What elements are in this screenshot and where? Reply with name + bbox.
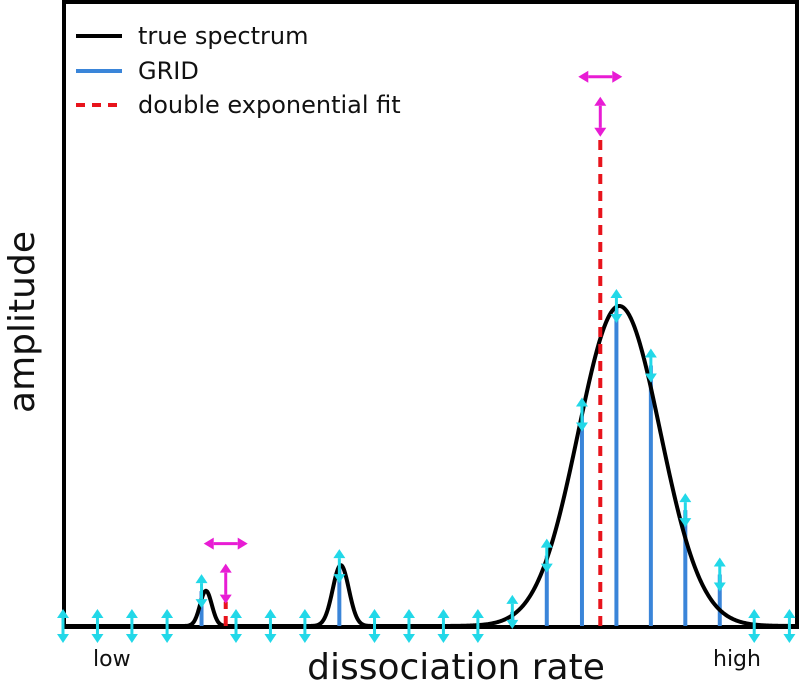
grid-amplitude-arrow-head-up — [125, 609, 138, 618]
grid-amplitude-arrow-head-down — [540, 563, 553, 573]
grid-amplitude-arrow-head-down — [125, 634, 138, 643]
fit-amplitude-arrow-head-up — [594, 96, 607, 106]
grid-amplitude-arrow-head-down — [783, 634, 796, 643]
grid-amplitude-arrow-head-down — [298, 634, 311, 643]
fit-amplitude-arrow-head-down — [594, 127, 607, 137]
grid-amplitude-arrow-head-up — [91, 609, 104, 618]
legend: true spectrum GRID double exponential fi… — [76, 22, 401, 119]
grid-amplitude-arrow-head-down — [679, 518, 692, 528]
grid-amplitude-arrow-head-up — [437, 609, 450, 618]
fit-rate-arrow-head-right — [612, 70, 623, 83]
grid-amplitude-arrow-head-up — [748, 609, 761, 618]
plot-content — [57, 70, 798, 643]
grid-amplitude-arrow-head-down — [195, 599, 208, 609]
grid-amplitude-arrow-head-down — [161, 634, 174, 643]
grid-amplitude-arrow-head-down — [333, 574, 346, 584]
grid-amplitude-arrow-head-down — [57, 634, 69, 643]
grid-amplitude-arrow-head-up — [783, 609, 796, 618]
grid-amplitude-arrow-head-down — [402, 634, 415, 643]
grid-amplitude-arrow-head-up — [333, 549, 346, 559]
x-axis-label: dissociation rate — [307, 647, 605, 688]
fit-amplitude-arrow-head-down — [219, 594, 232, 604]
grid-amplitude-arrow-head-down — [471, 634, 484, 643]
grid-amplitude-arrow-head-down — [506, 619, 519, 629]
grid-amplitude-arrow-head-up — [644, 348, 657, 358]
grid-amplitude-arrow-head-down — [229, 634, 242, 643]
legend-label-grid: GRID — [138, 57, 199, 85]
true-spectrum-curve — [61, 304, 798, 628]
x-tick-label-low: low — [93, 647, 131, 672]
grid-amplitude-arrow-head-up — [229, 609, 242, 618]
legend-label-fit: double exponential fit — [138, 91, 401, 119]
fit-rate-arrow-head-right — [237, 537, 248, 550]
fit-rate-arrow-head-left — [203, 537, 214, 550]
grid-amplitude-arrow-head-down — [713, 582, 726, 592]
grid-amplitude-arrow-head-up — [195, 574, 208, 584]
grid-amplitude-arrow-head-up — [264, 609, 277, 618]
grid-amplitude-arrow-head-down — [91, 634, 104, 643]
grid-amplitude-arrow-head-up — [471, 609, 484, 618]
grid-amplitude-arrow-head-down — [748, 634, 761, 643]
grid-amplitude-arrow-head-down — [264, 634, 277, 643]
grid-amplitude-arrow-head-up — [540, 538, 553, 548]
grid-amplitude-arrow-head-down — [644, 373, 657, 383]
fit-rate-arrow-head-left — [578, 70, 589, 83]
fit-amplitude-arrow-head-up — [219, 563, 232, 573]
grid-amplitude-arrow-head-up — [679, 493, 692, 503]
grid-amplitude-arrow-head-up — [575, 397, 588, 407]
grid-amplitude-arrow-head-up — [161, 609, 174, 618]
grid-amplitude-arrow-head-up — [368, 609, 381, 618]
grid-amplitude-arrow-head-down — [368, 634, 381, 643]
grid-amplitude-arrow-head-up — [713, 557, 726, 567]
grid-amplitude-arrow-head-down — [610, 314, 623, 323]
grid-amplitude-arrow-head-up — [298, 609, 311, 618]
x-tick-label-high: high — [713, 647, 761, 672]
grid-amplitude-arrow-head-down — [575, 422, 588, 432]
grid-amplitude-arrow-head-up — [57, 609, 69, 618]
grid-amplitude-arrow-head-up — [402, 609, 415, 618]
grid-amplitude-arrow-head-up — [506, 594, 519, 604]
grid-amplitude-arrow-head-up — [610, 289, 623, 298]
y-axis-label: amplitude — [2, 231, 43, 413]
legend-label-true-spectrum: true spectrum — [138, 22, 308, 50]
grid-amplitude-arrow-head-down — [437, 634, 450, 643]
